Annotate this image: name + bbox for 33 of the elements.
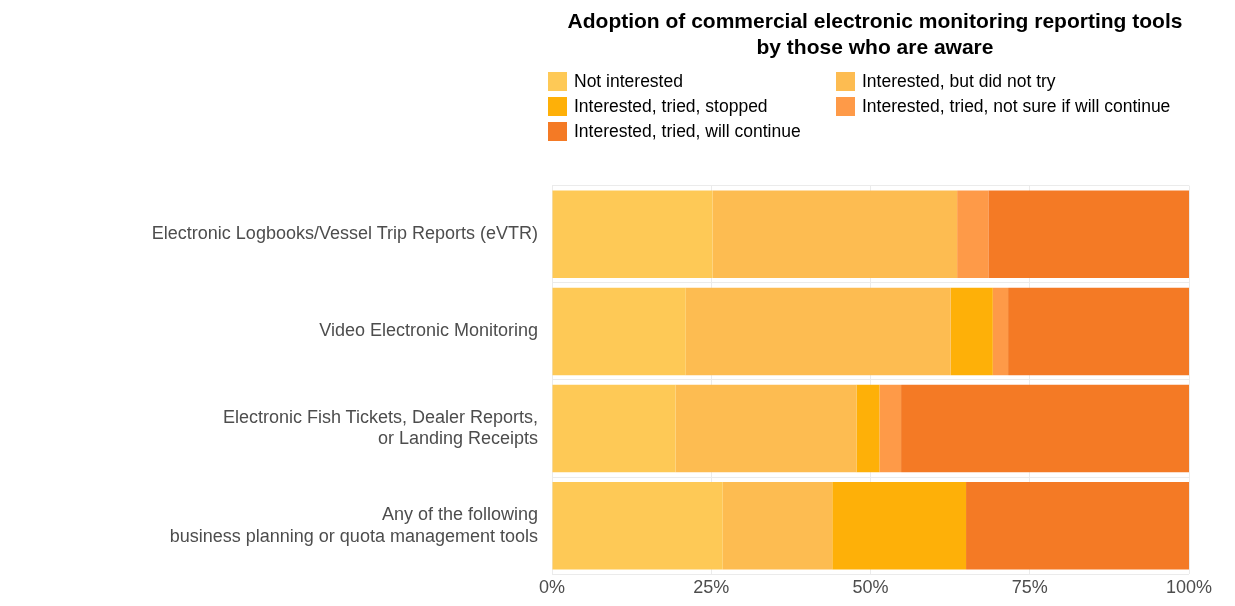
y-tick-label: Any of the following business planning or quota management tools: [169, 503, 538, 546]
bar: [957, 190, 989, 278]
legend-label: Interested, tried, not sure if will continue: [862, 96, 1171, 117]
bar: [950, 287, 993, 376]
legend-label: Interested, tried, stopped: [574, 96, 768, 117]
bar: [552, 287, 686, 376]
bar: [675, 384, 857, 473]
y-tick-label: Electronic Fish Tickets, Dealer Reports, or Landing Receipts: [222, 406, 538, 449]
bar: [966, 482, 1189, 570]
x-tick-label: 75%: [1011, 577, 1048, 598]
chart-title: Adoption of commercial electronic monitoring reporting tools by those who are aware: [566, 8, 1184, 60]
legend-label: Interested, tried, will continue: [574, 121, 801, 142]
bar: [552, 190, 713, 278]
bar: [901, 384, 1189, 473]
bar: [685, 287, 951, 376]
bar: [832, 482, 967, 570]
legend-label: Interested, but did not try: [862, 71, 1056, 92]
bar: [988, 190, 1189, 278]
bar: [1008, 287, 1189, 376]
x-tick-label: 100%: [1165, 577, 1213, 598]
x-tick-label: 25%: [693, 577, 730, 598]
y-tick-label: Video Electronic Monitoring: [319, 320, 538, 341]
x-tick-label: 50%: [852, 577, 889, 598]
bar: [722, 482, 833, 570]
bar: [552, 482, 723, 570]
bar: [856, 384, 880, 473]
bar: [552, 384, 676, 473]
bar: [879, 384, 902, 473]
bar: [992, 287, 1009, 376]
legend-label: Not interested: [574, 71, 683, 92]
x-tick-label: 0%: [538, 577, 566, 598]
bar: [712, 190, 958, 278]
y-tick-label: Electronic Logbooks/Vessel Trip Reports (eVTR): [151, 223, 538, 244]
